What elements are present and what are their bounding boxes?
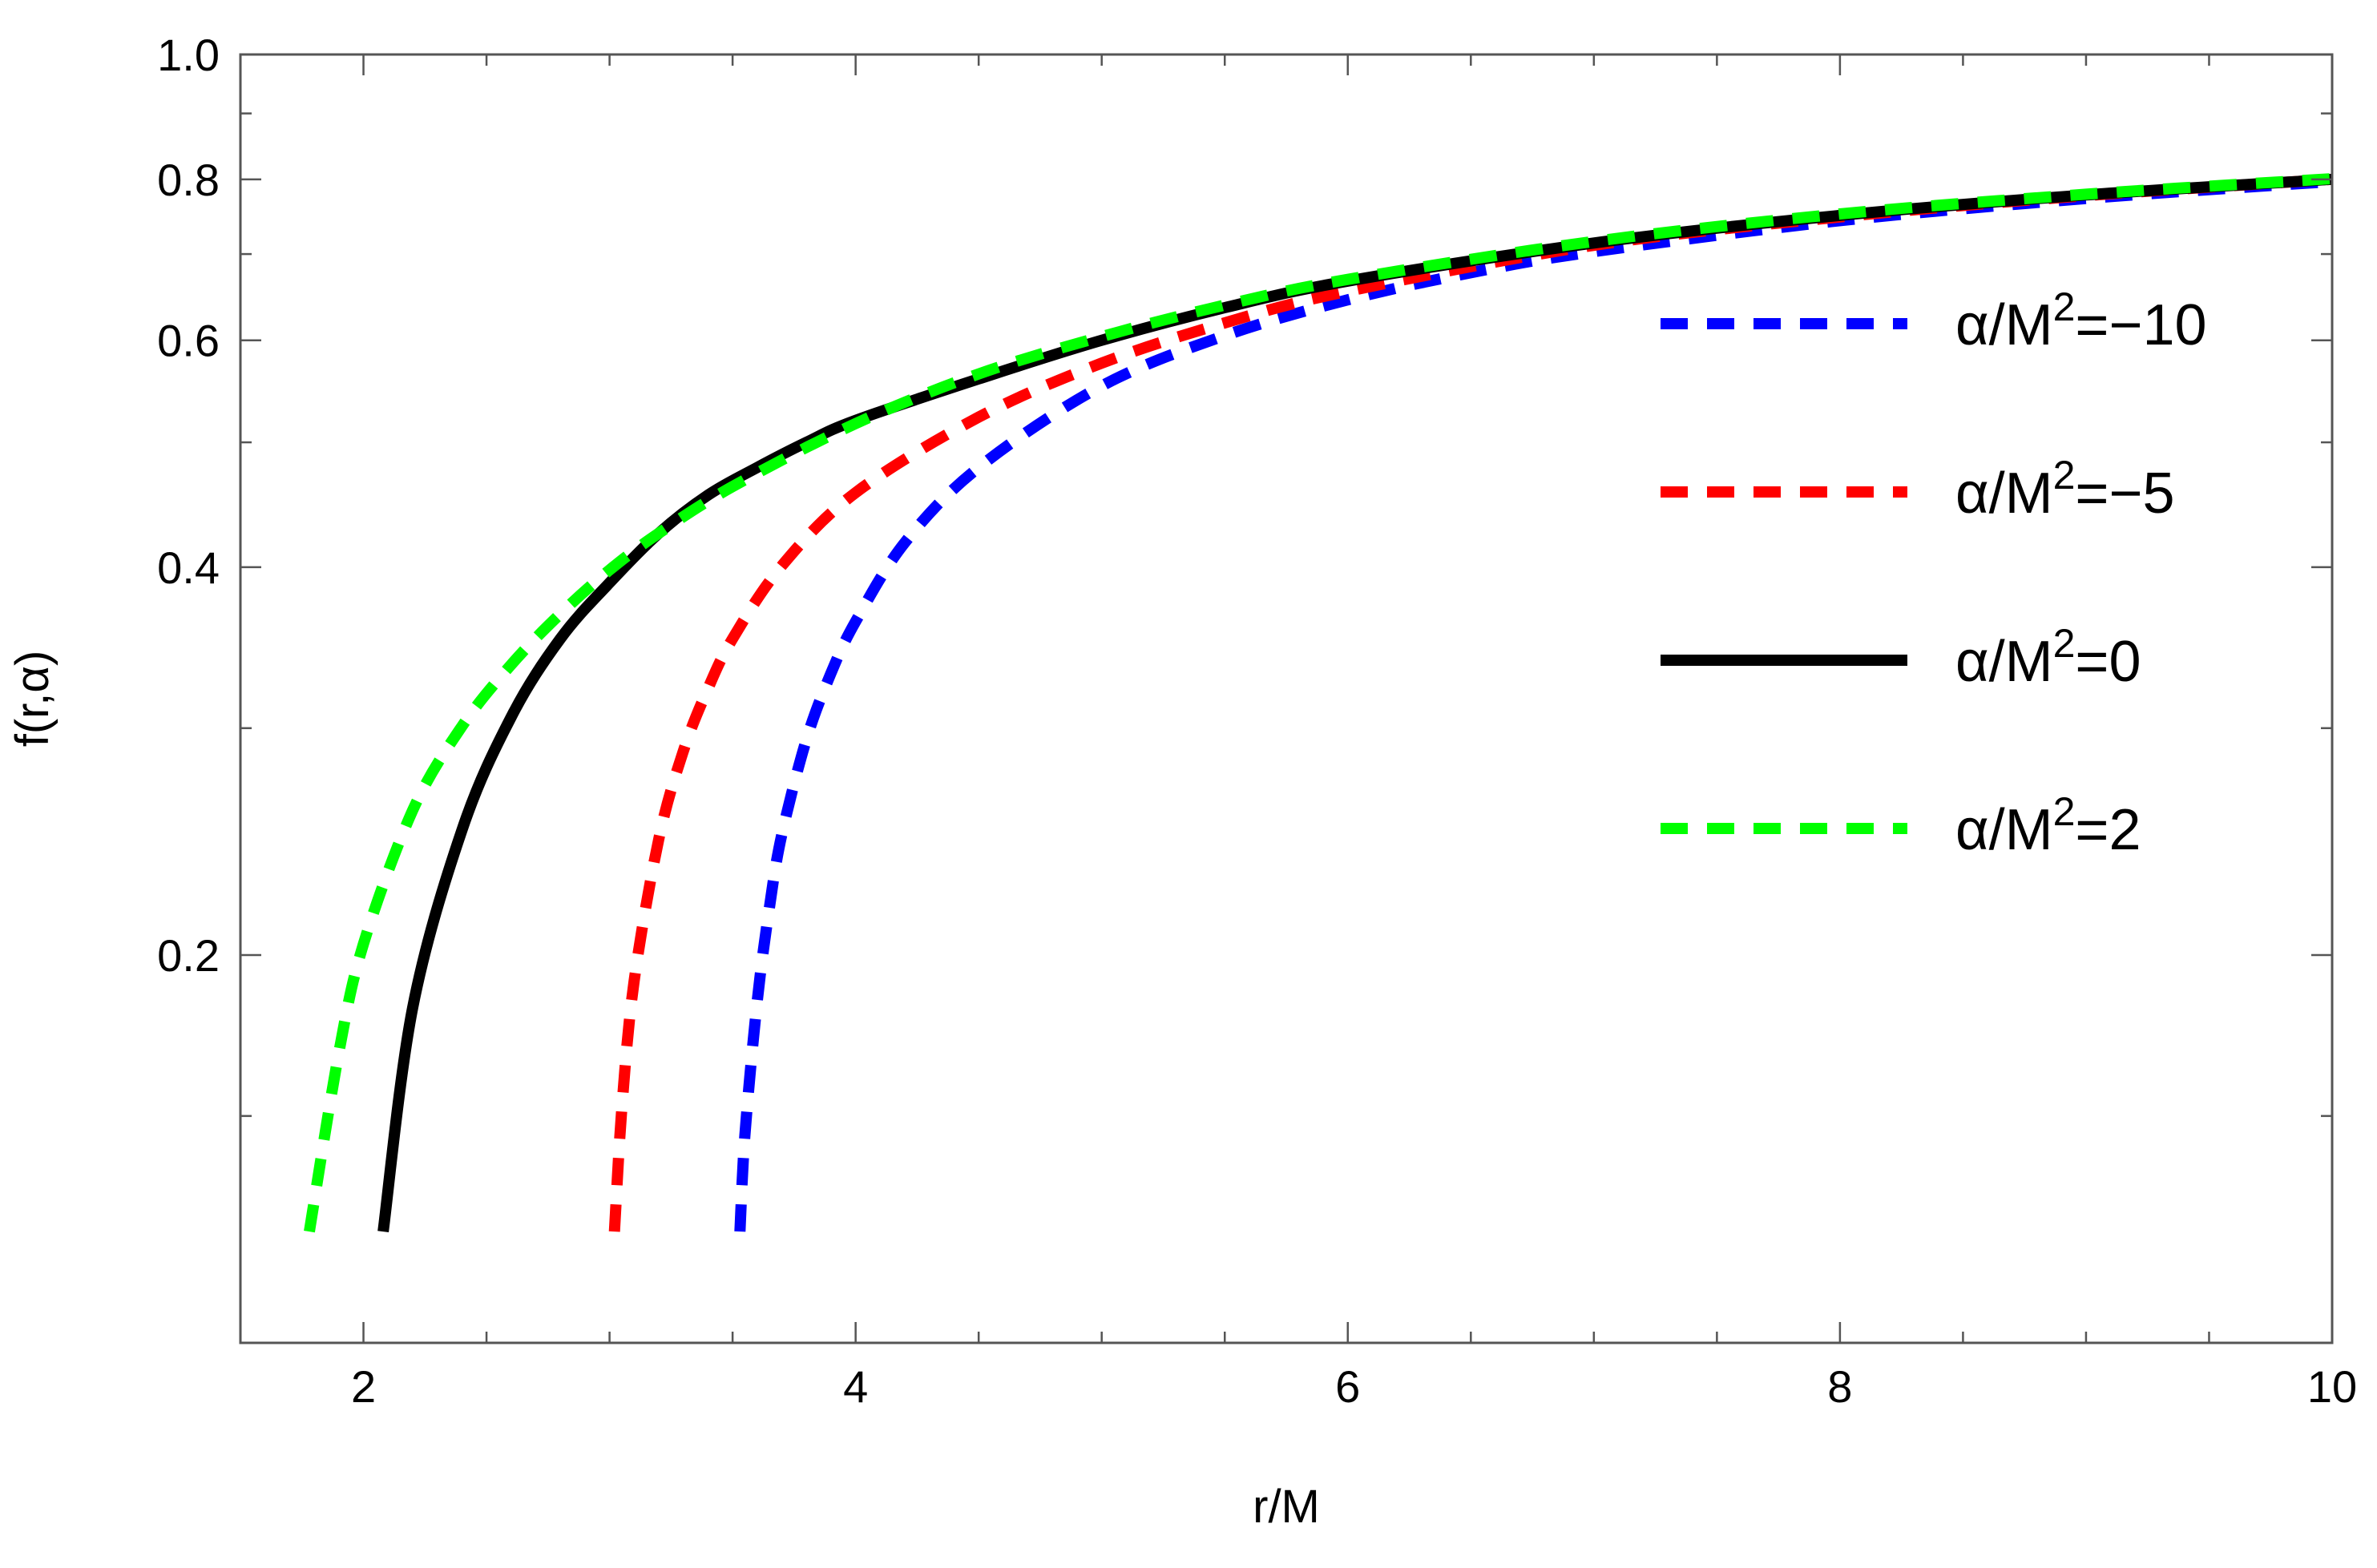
x-tick-label: 4 [843, 1361, 868, 1412]
legend-label-value: =0 [2075, 630, 2141, 694]
x-axis-label: r/M [1253, 1481, 1320, 1533]
y-tick-label: 1.0 [157, 30, 220, 80]
curves-layer [304, 173, 2333, 1233]
legend-label-base: α/M [1955, 798, 2053, 862]
legend-label-value: =−5 [2075, 462, 2174, 526]
tick-labels-layer: 2 4 6 8 10 0.2 0.4 0.6 0.8 1.0 [157, 30, 2357, 1412]
x-tick-label: 8 [1827, 1361, 1852, 1412]
legend-label-superscript: 2 [2053, 789, 2076, 834]
legend-label-base: α/M [1955, 630, 2053, 694]
legend: α/M2=−10α/M2=−5α/M2=0α/M2=2 [1661, 284, 2207, 862]
legend-label-superscript: 2 [2053, 284, 2076, 329]
x-tick-label: 6 [1335, 1361, 1360, 1412]
legend-label-3: α/M2=2 [1955, 789, 2141, 862]
plot-frame [239, 53, 2334, 1344]
y-tick-label: 0.8 [157, 155, 220, 205]
legend-label-2: α/M2=0 [1955, 621, 2141, 694]
legend-label-base: α/M [1955, 462, 2053, 526]
legend-label-superscript: 2 [2053, 621, 2076, 666]
legend-label-value: =−10 [2075, 293, 2206, 357]
series-line-3 [304, 173, 2333, 1233]
x-tick-label: 2 [351, 1361, 376, 1412]
y-tick-label: 0.2 [157, 930, 220, 981]
legend-label-value: =2 [2075, 798, 2141, 862]
y-axis-label: f(r,α) [6, 651, 59, 748]
legend-label-0: α/M2=−10 [1955, 284, 2207, 357]
legend-label-1: α/M2=−5 [1955, 453, 2175, 526]
series-line-2 [377, 173, 2333, 1233]
legend-label-base: α/M [1955, 293, 2053, 357]
y-tick-label: 0.4 [157, 542, 220, 593]
x-tick-label: 10 [2307, 1361, 2357, 1412]
series-line-0 [734, 175, 2333, 1232]
legend-label-superscript: 2 [2053, 453, 2076, 498]
ticks-layer [240, 54, 2334, 1343]
y-tick-label: 0.6 [157, 316, 220, 366]
